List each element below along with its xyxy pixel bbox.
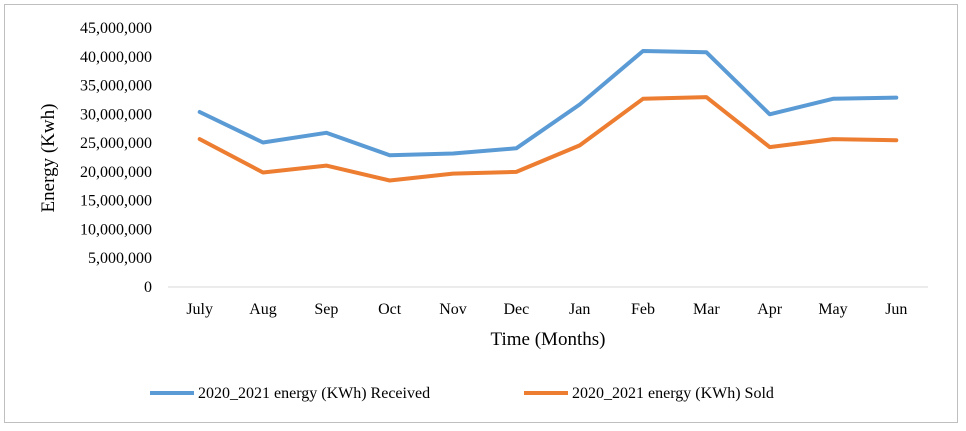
legend-item: 2020_2021 energy (KWh) Sold [524, 385, 774, 402]
legend-label: 2020_2021 energy (KWh) Sold [572, 385, 774, 402]
chart-frame [4, 4, 958, 423]
x-tick-label: Oct [378, 301, 402, 318]
x-tick-label: Jan [569, 301, 590, 318]
y-axis-title: Energy (Kwh) [38, 104, 59, 213]
x-tick-label: Aug [249, 301, 277, 318]
x-tick-label: Jun [885, 301, 907, 318]
y-tick-label: 10,000,000 [80, 221, 152, 238]
y-tick-label: 30,000,000 [80, 106, 152, 123]
x-tick-label: Feb [631, 301, 655, 318]
x-tick-label: Nov [439, 301, 467, 318]
x-tick-label: Sep [314, 301, 338, 318]
y-tick-label: 25,000,000 [80, 135, 152, 152]
y-tick-label: 5,000,000 [88, 250, 152, 267]
y-tick-label: 20,000,000 [80, 164, 152, 181]
x-axis-title: Time (Months) [491, 329, 606, 350]
y-tick-label: 0 [144, 279, 152, 296]
y-tick-label: 45,000,000 [80, 20, 152, 37]
x-axis-ticks: July Aug Sep Oct Nov Dec Jan Feb Mar Apr May Jun [186, 301, 907, 318]
x-tick-label: Dec [503, 301, 529, 318]
x-tick-label: Apr [757, 301, 783, 318]
x-tick-label: July [186, 301, 213, 318]
legend-label: 2020_2021 energy (KWh) Received [198, 385, 430, 402]
series-line-received [197, 49, 899, 158]
series-line-sold [197, 95, 899, 183]
x-tick-label: Mar [693, 301, 720, 318]
series-lines [197, 49, 899, 183]
y-tick-label: 35,000,000 [80, 78, 152, 95]
x-tick-label: May [818, 301, 847, 318]
legend: 2020_2021 energy (KWh) Received 2020_2021… [150, 385, 774, 402]
y-tick-label: 15,000,000 [80, 193, 152, 210]
y-tick-label: 40,000,000 [80, 49, 152, 66]
y-axis-ticks: 0 5,000,000 10,000,000 15,000,000 20,000,000… [80, 20, 152, 296]
legend-item: 2020_2021 energy (KWh) Received [150, 385, 430, 402]
